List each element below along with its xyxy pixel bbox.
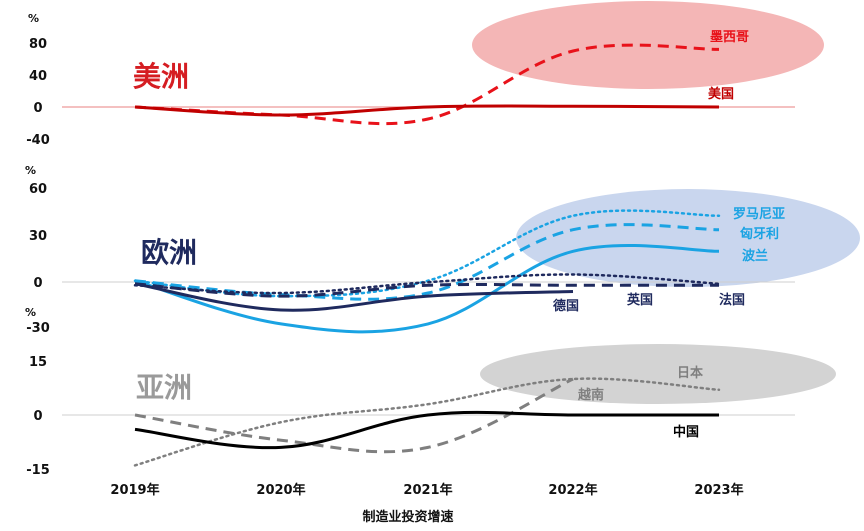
series-line-china bbox=[134, 410, 719, 450]
series-line-poland bbox=[134, 244, 720, 334]
xtick-label: 2023年 bbox=[694, 482, 743, 498]
ytick-label: 40 bbox=[29, 69, 47, 84]
europe-highlight bbox=[516, 189, 860, 287]
ytick-label: 0 bbox=[33, 276, 42, 291]
ytick-label: -40 bbox=[26, 133, 50, 148]
series-label-uk: 英国 bbox=[626, 292, 653, 308]
ytick-label: -15 bbox=[26, 463, 50, 478]
series-label-france: 法国 bbox=[719, 292, 745, 308]
asia-highlight bbox=[480, 344, 836, 404]
ytick-label: -30 bbox=[26, 321, 50, 336]
xtick-label: 2020年 bbox=[256, 482, 305, 498]
x-axis-title: 制造业投资增速 bbox=[362, 509, 453, 525]
series-label-germany: 德国 bbox=[553, 298, 579, 314]
series-label-hungary: 匈牙利 bbox=[740, 226, 779, 242]
series-label-japan: 日本 bbox=[677, 365, 703, 381]
xtick-label: 2019年 bbox=[110, 482, 159, 498]
series-label-romania: 罗马尼亚 bbox=[733, 207, 785, 222]
series-line-japan bbox=[133, 377, 721, 467]
ytick-label: 60 bbox=[29, 182, 47, 197]
ytick-label: 80 bbox=[29, 37, 47, 52]
unit-label-americas: % bbox=[28, 12, 39, 25]
ytick-label: 0 bbox=[33, 409, 42, 424]
panel-title-asia: 亚洲 bbox=[136, 371, 192, 404]
series-label-vietnam: 越南 bbox=[577, 387, 604, 403]
panel-title-europe: 欧洲 bbox=[141, 236, 197, 269]
ytick-label: 15 bbox=[29, 355, 47, 370]
ytick-label: 30 bbox=[29, 229, 47, 244]
ytick-label: 0 bbox=[33, 101, 42, 116]
series-line-france bbox=[133, 273, 721, 295]
series-line-germany bbox=[134, 282, 574, 312]
xtick-label: 2022年 bbox=[548, 482, 597, 498]
unit-label-europe: % bbox=[25, 164, 36, 177]
unit-label-asia: % bbox=[25, 306, 36, 319]
series-label-china: 中国 bbox=[673, 424, 699, 440]
series-label-poland: 波兰 bbox=[742, 248, 768, 264]
panel-title-americas: 美洲 bbox=[133, 60, 189, 93]
series-label-usa: 美国 bbox=[708, 86, 734, 102]
series-label-mexico: 墨西哥 bbox=[710, 29, 749, 45]
xtick-label: 2021年 bbox=[403, 482, 452, 498]
series-line-usa bbox=[134, 104, 720, 117]
series-line-uk bbox=[134, 282, 719, 298]
